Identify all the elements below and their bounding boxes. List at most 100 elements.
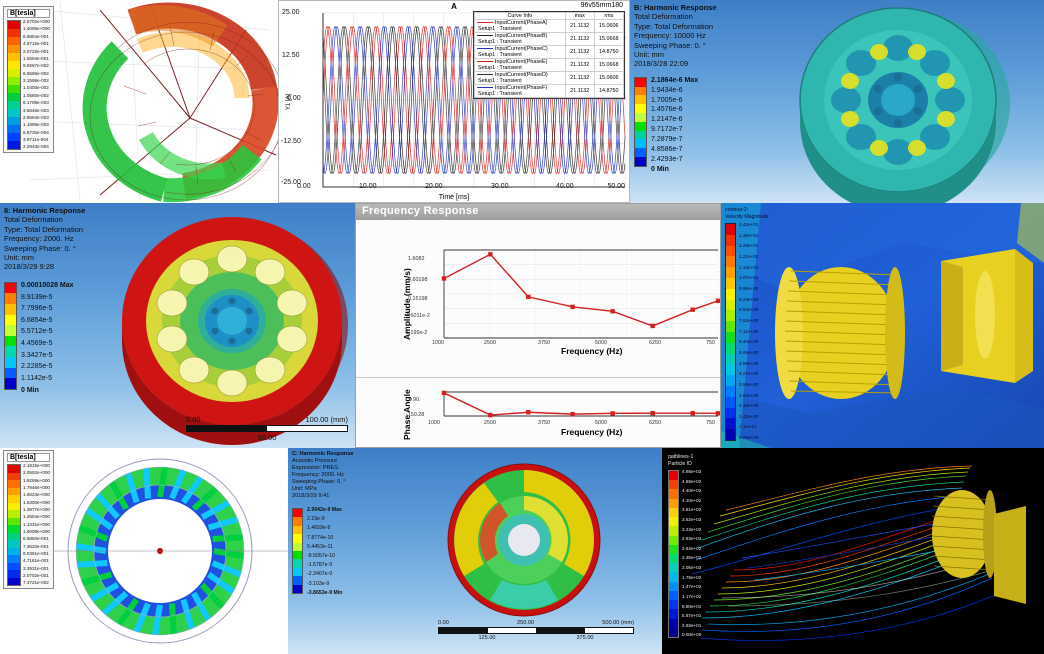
legend-values: 0.00010028 Max 8.9139e-5 7.7996e-5 6.685…: [21, 282, 74, 396]
legend-value: 2.23e-9: [307, 516, 325, 523]
color-bar: [7, 20, 21, 150]
legend-header: rms: [593, 12, 625, 20]
panel-harmonic-8: 8: Harmonic Response Total Deformation T…: [0, 203, 355, 448]
amp-x-tick: 1000: [432, 340, 444, 346]
legend-value: 1.0400e-002: [23, 85, 49, 91]
phase-x-tick: 3750: [538, 420, 550, 426]
legend-value: 7.8774e-10: [307, 534, 334, 541]
legend-header-line: Particle ID: [668, 460, 692, 467]
legend-value: 1.21e+01: [739, 253, 759, 259]
y-tick: 25.00: [282, 9, 300, 16]
legend-value: 1.4659e-9: [307, 525, 331, 532]
legend-title: B[tesla]: [7, 9, 50, 18]
fluent-velocity-contour: [721, 203, 1044, 448]
maxwell-2d-flux-plot: [0, 448, 288, 654]
curve-color-swatch: [477, 87, 493, 89]
chart-corner-label: 96v55mm180: [580, 2, 623, 9]
legend-value: 8.53e+00: [739, 307, 759, 313]
acoustic-c-legend: 2.9942e-9 Max 2.23e-9 1.4659e-9 7.8774e-…: [292, 507, 662, 600]
curve-setup: Setup1 : Transient: [478, 26, 522, 32]
amp-x-tick: 2500: [484, 340, 496, 346]
legend-value: 8.6850e-001: [23, 536, 49, 542]
legend-value: 3.23e+02: [682, 526, 702, 532]
legend-value: 1.0008e+000: [23, 528, 50, 534]
legend-value-max: 2.9942e-9 Max: [307, 507, 342, 513]
y-tick: 12.50: [282, 52, 300, 59]
rotor-deformation-red: [122, 217, 348, 445]
frequency-response-plots: [441, 249, 720, 418]
maxwell2d-legend: B[tesla] 2.1915e+000 2.0592e+000 1.9269e…: [3, 450, 54, 589]
legend-value: 3.56e+00: [739, 381, 759, 387]
result-line: Total Deformation: [4, 215, 63, 225]
curve-name: InputCurrent(PhaseF): [495, 85, 548, 91]
curve-name-cell: InputCurrent(PhaseE) Setup1 : Transient: [474, 58, 566, 72]
rotor-deformation-3d: [799, 7, 1010, 203]
curve-info-row: InputCurrent(PhaseF) Setup1 : Transient 21…: [474, 84, 625, 98]
legend-value: 5.69e+00: [739, 349, 759, 355]
curve-rms-cell: 14.8750: [593, 84, 625, 98]
legend-header: max: [564, 12, 595, 20]
curve-name: InputCurrent(PhaseC): [495, 46, 548, 52]
legend-value: 3.52e+02: [682, 517, 702, 523]
legend-value: 7.11e+00: [739, 328, 758, 334]
y-tick: 0.00: [287, 95, 301, 102]
legend-value: 2.0702e-001: [23, 572, 49, 578]
legend-value: 1.28e+01: [739, 243, 759, 249]
motor-3d-graphic: [0, 0, 278, 203]
legend-value: 4.98e+02: [682, 469, 702, 474]
amp-y-tick: 1.6082: [408, 256, 425, 262]
scale-sub1: 125.00: [478, 635, 496, 641]
harmonic-b-legend: 2.1864e-6 Max 1.9434e-6 1.7005e-6 1.4576…: [634, 76, 1044, 175]
scale-left: 0.00: [438, 620, 449, 626]
curve-color-swatch: [477, 22, 493, 24]
result-line: Frequency: 10000 Hz: [634, 31, 706, 41]
curve-rms-cell: 15.0668: [593, 32, 625, 46]
legend-value: 3.1598e-002: [23, 78, 49, 83]
phase-x-tick: 1000: [428, 420, 440, 426]
legend-value: 1.3977e+000: [23, 506, 50, 512]
legend-value: -8.5057e-10: [307, 552, 335, 559]
result-line: Sweeping Phase: 0. °: [292, 479, 346, 485]
legend-value-max: 2.1864e-6 Max: [651, 76, 699, 84]
amp-x-tick: 5000: [595, 340, 607, 346]
legend-value: 2.05e+02: [682, 565, 702, 571]
x-tick: 0.00: [297, 183, 311, 190]
scale-mid: 50.00: [257, 433, 277, 442]
curve-max-cell: 21.1132: [564, 32, 595, 46]
legend-header-line: pathlines-1: [668, 454, 694, 460]
scale-bar-graphic: [438, 627, 634, 634]
legend-value: 2.8594e-003: [23, 114, 49, 120]
legend-value: 1.47e+02: [682, 584, 702, 590]
acoustic-c-header: C: Harmonic Response Acoustic Pressure E…: [288, 448, 662, 500]
amp-y-tick: 1.199e-2: [406, 330, 428, 336]
legend-value: 7.11e-01: [739, 424, 757, 430]
phase-x-tick: 2500: [484, 420, 496, 426]
result-line: Expression: PRES: [292, 465, 339, 471]
legend-value: 1.1142e-5: [21, 375, 53, 383]
curve-rms-cell: 15.0606: [593, 71, 625, 85]
legend-value: 2.4293e-7: [651, 155, 683, 163]
result-line: Type: Total Deformation: [4, 224, 84, 234]
curve-max-cell: 21.1132: [564, 45, 595, 59]
color-bar: [668, 470, 679, 638]
legend-value: 1.2147e-6: [651, 116, 683, 124]
acoustic-pressure-contour: [447, 463, 601, 617]
result-line: Sweeping Phase: 0. °: [634, 40, 706, 50]
legend-value: 7.2879e-7: [651, 136, 683, 144]
color-bar: [292, 508, 303, 594]
scale-mid: 250.00: [517, 620, 535, 626]
legend-value-min: 0 Min: [651, 165, 669, 173]
curve-rms-cell: 15.0606: [593, 19, 625, 33]
legend-value: 1.6594e-001: [23, 55, 49, 61]
curve-setup: Setup1 : Transient: [478, 39, 522, 45]
result-line: Frequency: 2000. Hz: [4, 234, 74, 244]
legend-value: 2.35e+02: [682, 555, 702, 561]
color-bar: [4, 281, 17, 390]
panel-maxwell-2d: B[tesla] 2.1915e+000 2.0592e+000 1.9269e…: [0, 448, 288, 654]
panel-fluent-velocity: contour-2: Velocity Magnitude 1.42e+01 1…: [721, 203, 1044, 448]
legend-value: 7.7996e-5: [21, 305, 53, 313]
legend-value: 1.9434e-6: [651, 86, 683, 94]
curve-rms-cell: 14.8750: [593, 45, 625, 59]
legend-value: 1.1331e+000: [23, 521, 50, 527]
legend-value: 1.4095e+000: [23, 26, 50, 32]
